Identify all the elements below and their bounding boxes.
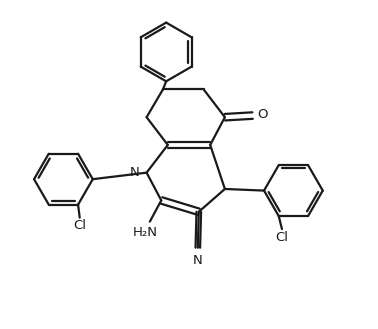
- Text: Cl: Cl: [73, 219, 86, 232]
- Text: N: N: [130, 165, 139, 179]
- Text: H₂N: H₂N: [132, 226, 158, 240]
- Text: Cl: Cl: [276, 231, 288, 244]
- Text: N: N: [193, 254, 203, 266]
- Text: O: O: [257, 109, 268, 121]
